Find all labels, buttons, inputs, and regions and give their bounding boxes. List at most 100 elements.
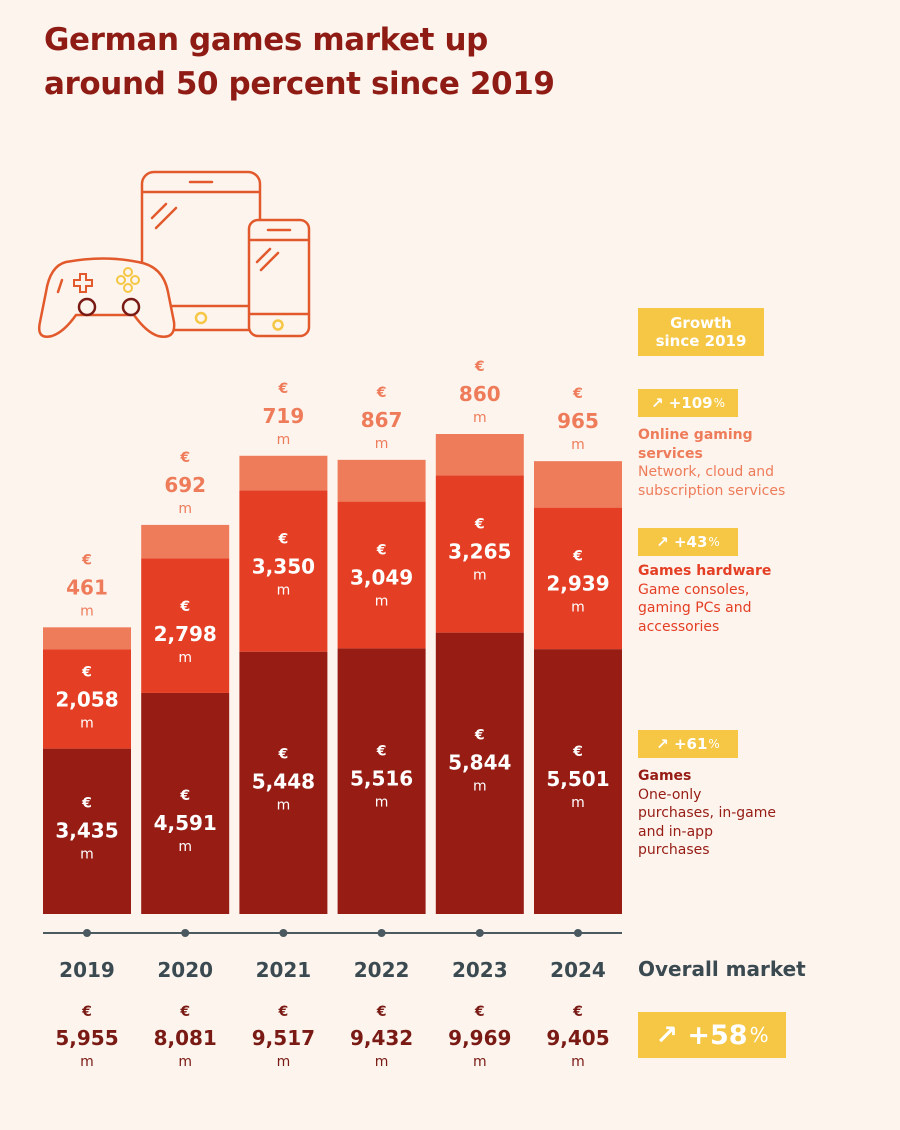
legend-hardware-desc: Game consoles, gaming PCs and accessorie… [638, 581, 752, 635]
total-currency-2023: € [474, 1004, 485, 1020]
total-currency-2022: € [376, 1004, 387, 1020]
x-tick-label-2022: 2022 [354, 958, 410, 982]
total-2020: €8,081 m [154, 1004, 217, 1070]
overall-growth-badge: ↗ +58% [638, 1012, 786, 1058]
hardware-growth-badge: ↗ +43% [638, 528, 738, 556]
online-growth-value: ↗ +109 [650, 394, 713, 412]
x-tick-label-2021: 2021 [256, 958, 312, 982]
label-online-2023-currency: € [474, 359, 485, 375]
label-games-2024: €5,501 m [546, 744, 609, 811]
total-currency-2021: € [278, 1004, 289, 1020]
bar-hardware-2019 [43, 649, 131, 749]
label-hardware-2023-value: 3,265 [448, 539, 511, 563]
label-games-2019-unit: m [80, 847, 94, 863]
overall-growth-value: ↗ +58 [655, 1019, 748, 1051]
hardware-growth-value: ↗ +43 [656, 533, 708, 551]
legend-hardware-name: Games hardware [638, 563, 772, 579]
total-value-2019: 5,955 [55, 1026, 118, 1050]
label-online-2019-value: 461 [66, 575, 108, 599]
label-online-2021-currency: € [278, 381, 289, 397]
axis-tick-2019 [83, 929, 91, 937]
label-games-2023: €5,844 m [448, 728, 511, 795]
label-online-2022-currency: € [376, 385, 387, 401]
x-tick-label-2020: 2020 [157, 958, 213, 982]
total-unit-2024: m [571, 1054, 585, 1070]
value-labels-layer: €3,435m€2,058m€461m€4,591m€2,798m€692m€5… [55, 359, 609, 863]
label-hardware-2019-currency: € [81, 665, 92, 681]
games-growth-value: ↗ +61 [656, 735, 708, 753]
axis-tick-2022 [377, 929, 386, 937]
total-currency-2020: € [179, 1004, 190, 1020]
label-hardware-2019-value: 2,058 [55, 688, 118, 712]
label-hardware-2024-unit: m [571, 600, 585, 616]
overall-market-label: Overall market [638, 957, 806, 981]
total-currency-2024: € [572, 1004, 583, 1020]
label-games-2019-currency: € [81, 796, 92, 812]
label-games-2024-currency: € [572, 744, 583, 760]
bars-layer [43, 434, 622, 914]
label-games-2021: €5,448 m [252, 747, 315, 814]
total-value-2023: 9,969 [448, 1026, 511, 1050]
label-online-2023-value: 860 [459, 382, 501, 406]
bar-hardware-2020 [141, 558, 230, 693]
x-tick-label-2024: 2024 [550, 958, 606, 982]
label-hardware-2024-value: 2,939 [546, 572, 609, 596]
label-hardware-2021: €3,350 m [252, 531, 315, 598]
label-online-2024: €965 m [557, 386, 599, 453]
label-hardware-2022-value: 3,049 [350, 566, 413, 590]
label-online-2024-currency: € [572, 386, 583, 402]
label-hardware-2019-unit: m [80, 716, 94, 732]
total-2022: €9,432 m [350, 1004, 413, 1070]
label-hardware-2022: €3,049 m [350, 543, 413, 610]
label-hardware-2023: €3,265 m [448, 516, 511, 583]
label-hardware-2023-currency: € [474, 516, 485, 532]
gamepad-icon [38, 257, 176, 338]
legend-games-name: Games [638, 768, 692, 784]
label-online-2023: €860 m [459, 359, 501, 426]
label-online-2019-currency: € [81, 552, 92, 568]
label-games-2022: €5,516 m [350, 743, 413, 810]
growth-header-line-1: Growth [670, 314, 732, 332]
label-hardware-2019: €2,058 m [55, 665, 118, 732]
label-hardware-2023-unit: m [473, 567, 487, 583]
label-hardware-2020-unit: m [178, 650, 192, 666]
label-games-2019: €3,435 m [55, 796, 118, 863]
total-2019: €5,955 m [55, 1004, 118, 1070]
total-value-2021: 9,517 [252, 1026, 315, 1050]
label-hardware-2020-currency: € [179, 599, 190, 615]
online-growth-unit: % [713, 396, 726, 410]
legend-games: Games One-only purchases, in-game and in… [638, 767, 778, 860]
label-games-2021-currency: € [278, 747, 289, 763]
total-value-2022: 9,432 [350, 1026, 413, 1050]
label-online-2020-value: 692 [164, 473, 206, 497]
label-online-2024-value: 965 [557, 409, 599, 433]
label-hardware-2024-currency: € [572, 549, 583, 565]
total-value-2024: 9,405 [546, 1026, 609, 1050]
label-online-2019-unit: m [80, 603, 94, 619]
label-games-2024-unit: m [571, 795, 585, 811]
hardware-growth-unit: % [708, 535, 720, 549]
legend-online-desc: Network, cloud and subscription services [638, 464, 786, 499]
label-hardware-2020: €2,798 m [154, 599, 217, 666]
axis-tick-2021 [279, 929, 288, 937]
bar-games-2019 [43, 748, 131, 914]
label-games-2023-unit: m [473, 779, 487, 795]
bar-hardware-2021 [239, 490, 328, 652]
bar-games-2022 [337, 648, 426, 914]
gaming-devices-illustration [38, 170, 311, 338]
growth-header-line-2: since 2019 [655, 332, 747, 350]
total-unit-2020: m [178, 1054, 192, 1070]
total-unit-2019: m [80, 1054, 94, 1070]
label-hardware-2022-currency: € [376, 543, 387, 559]
growth-since-2019-header: Growth since 2019 [638, 308, 764, 356]
total-2021: €9,517 m [252, 1004, 315, 1070]
legend-hardware: Games hardware Game consoles, gaming PCs… [638, 562, 778, 636]
x-tick-label-2019: 2019 [59, 958, 115, 982]
title-line-1: German games market up [44, 22, 488, 58]
total-currency-2019: € [81, 1004, 92, 1020]
games-growth-badge: ↗ +61% [638, 730, 738, 758]
x-axis: 2019 2020 2021 2022 2023 2024 [43, 929, 622, 982]
label-games-2023-value: 5,844 [448, 751, 511, 775]
label-online-2020-unit: m [178, 501, 192, 517]
